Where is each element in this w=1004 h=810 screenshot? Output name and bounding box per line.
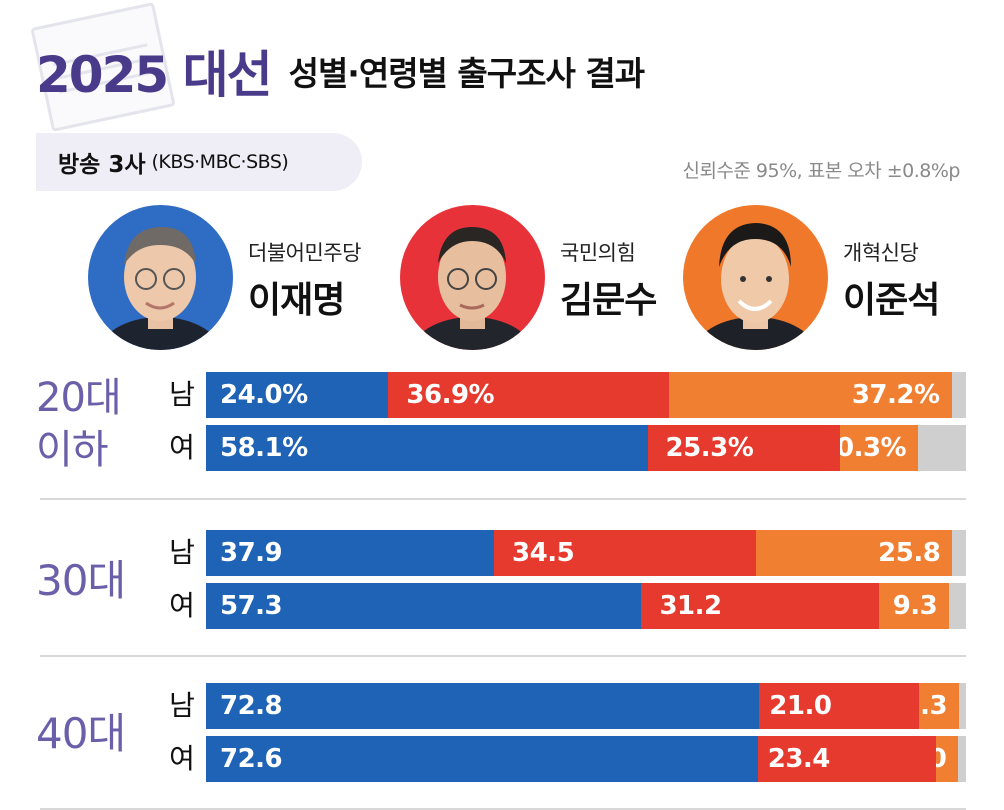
bar-segment-1: 24.0% [206, 372, 389, 418]
gender-label: 여 [169, 742, 195, 775]
confidence-note: 신뢰수준 95%, 표본 오차 ±0.8%p [682, 160, 960, 182]
bar-segment-2: 23.4 [757, 736, 936, 782]
bar-data-label: 37.9 [220, 538, 283, 568]
bar-data-label: 31.2 [659, 591, 722, 621]
age-group-label: 20대 이하 [36, 375, 122, 473]
source-badge: 방송 3사 (KBS·MBC·SBS) [36, 133, 362, 191]
bar-data-label: 25.3% [665, 433, 754, 463]
bar-track: 72.8 21.0 5.3 [206, 683, 966, 729]
bar-data-label: 21.0 [769, 691, 832, 721]
source-main: 방송 3사 [58, 152, 146, 178]
candidate-name-2: 김문수 [560, 280, 657, 321]
bar-segment-2: 36.9% [388, 372, 669, 418]
bar-data-label: 37.2% [851, 380, 940, 410]
bar-segment-1: 58.1% [206, 425, 648, 471]
title-sub: 성별·연령별 출구조사 결과 [288, 54, 645, 93]
group-divider [40, 655, 966, 657]
candidate-photo-1 [88, 205, 233, 350]
bar-segment-2: 25.3% [647, 425, 840, 471]
bar-data-label: 24.0% [220, 380, 308, 410]
candidate-party-2: 국민의힘 [560, 241, 636, 265]
age-group-label: 40대 [36, 709, 126, 758]
gender-label: 남 [169, 689, 195, 722]
candidate-photo-2 [400, 205, 545, 350]
bar-segment-3: 5.3 [918, 683, 960, 729]
bar-segment-3: 3.0 [935, 736, 959, 782]
bar-data-label: 36.9% [406, 380, 495, 410]
bar-track: 57.3 31.2 9.3 [206, 583, 966, 629]
bar-data-label: 23.4 [767, 744, 831, 774]
bar-segment-2: 34.5 [494, 530, 757, 576]
age-group-label: 30대 [36, 556, 126, 605]
candidate-party-1: 더불어민주당 [248, 241, 361, 265]
bar-segment-1: 72.6 [206, 736, 758, 782]
gender-label: 여 [169, 431, 195, 464]
bar-data-label: 25.8 [878, 538, 941, 568]
bar-data-label: 72.8 [220, 691, 283, 721]
bar-segment-3: 9.3 [878, 583, 950, 629]
candidate-name-3: 이준석 [843, 280, 940, 321]
source-broadcasters: (KBS·MBC·SBS) [151, 151, 289, 173]
bar-segment-1: 72.8 [206, 683, 760, 729]
bar-data-label: 10.3% [839, 433, 907, 463]
title-main: 2025 대선 [36, 46, 273, 104]
bar-data-label: 57.3 [220, 591, 283, 621]
gender-label: 여 [169, 589, 195, 622]
candidate-party-3: 개혁신당 [843, 241, 919, 265]
page-title: 2025 대선 성별·연령별 출구조사 결과 [36, 36, 645, 106]
bar-data-label: 9.3 [892, 591, 938, 621]
candidate-name-1: 이재명 [248, 280, 345, 321]
bar-segment-1: 57.3 [206, 583, 642, 629]
group-divider [40, 808, 966, 810]
candidate-photo-3 [683, 205, 828, 350]
bar-data-label: 5.3 [919, 691, 948, 721]
bar-segment-2: 31.2 [641, 583, 879, 629]
group-divider [40, 498, 966, 500]
bar-data-label: 72.6 [220, 744, 283, 774]
bar-segment-3: 37.2% [668, 372, 952, 418]
gender-label: 남 [169, 378, 195, 411]
bar-track: 37.9 34.5 25.8 [206, 530, 966, 576]
bar-data-label: 58.1% [220, 433, 308, 463]
bar-track: 24.0% 36.9% 37.2% [206, 372, 966, 418]
gender-label: 남 [169, 536, 195, 569]
bar-track: 58.1% 25.3% 10.3% [206, 425, 966, 471]
bar-segment-2: 21.0 [759, 683, 919, 729]
bar-segment-3: 25.8 [756, 530, 953, 576]
bar-segment-1: 37.9 [206, 530, 495, 576]
bar-data-label: 34.5 [512, 538, 575, 568]
bar-data-label: 3.0 [935, 744, 947, 774]
bar-track: 72.6 23.4 3.0 [206, 736, 966, 782]
bar-segment-3: 10.3% [839, 425, 919, 471]
